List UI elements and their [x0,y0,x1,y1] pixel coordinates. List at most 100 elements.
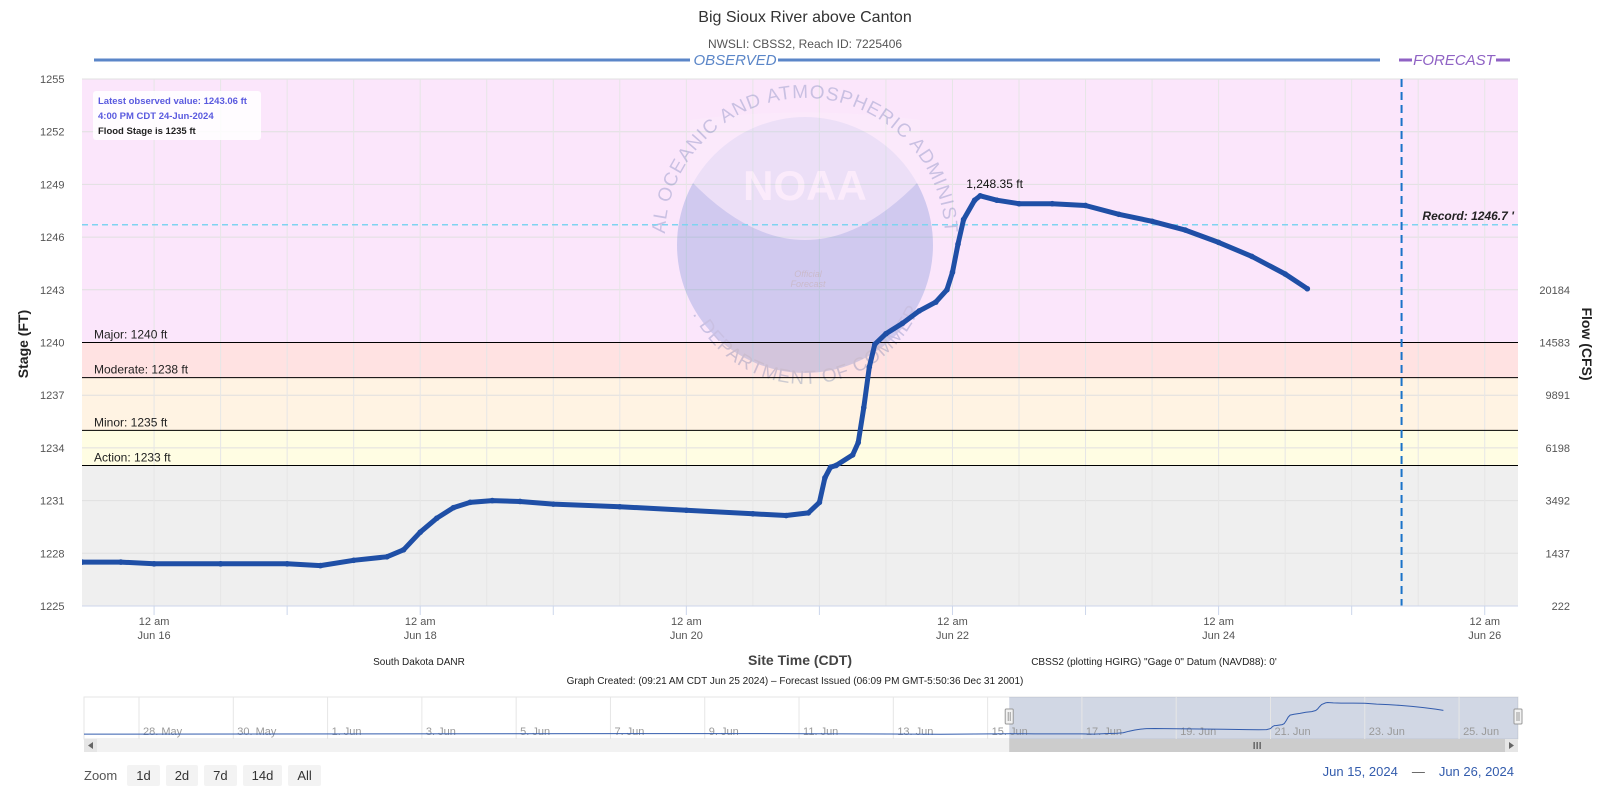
zoom-controls: Zoom 1d 2d 7d 14d All [84,763,321,787]
observed-point [816,499,823,506]
navigator-labels: 28. May 30. May 1. Jun 3. Jun 5. Jun 7. Jun 9.… [138,697,1499,739]
observed-point [151,561,157,567]
observed-point [944,287,950,293]
observed-point [971,197,978,204]
record-label: Record: 1246.7 ' [1422,209,1515,223]
flood-stage-lines: Major: 1240 ft Moderate: 1238 ft Minor: 12… [82,328,1518,466]
y-axis-left: 1225 1228 1231 1234 1237 1240 1243 1246 1249 1252… [40,74,64,613]
x-tick-label: 12 am [937,616,968,628]
range-separator: — [1411,764,1425,779]
observed-point [883,330,889,337]
observed-point [855,439,862,446]
navigator-right-handle[interactable] [1513,708,1523,725]
flood-label: Major: 1240 ft [94,328,168,342]
y-tick-label: 1255 [40,74,64,86]
navigator-date-label: 9. Jun [709,726,739,738]
navigator[interactable]: 28. May 30. May 1. Jun 3. Jun 5. Jun 7. Jun 9.… [83,696,1523,752]
created-credit: Graph Created: (09:21 AM CDT Jun 25 2024… [567,676,1024,687]
zone-major [82,342,1518,378]
observed-point [872,341,878,348]
observed-point [1016,200,1022,207]
zone-above-major [82,79,1518,343]
forecast-label: FORECAST [1413,52,1497,69]
y-tick-label: 1225 [40,601,64,613]
observed-point [450,504,457,511]
observed-point [1304,285,1311,292]
scroll-right-arrow-icon [1509,742,1514,749]
zoom-1d-button[interactable]: 1d [127,764,160,786]
navigator-date-label: 19. Jun [1180,726,1216,738]
observed-point [783,512,789,519]
y2-tick-label: 222 [1552,601,1570,613]
scroll-left-arrow-icon [88,742,93,749]
navigator-left-handle[interactable] [1004,708,1014,725]
peak-annotation: 1,248.35 ft [966,177,1023,191]
y-tick-label: 1246 [40,232,64,244]
observed-point [866,364,873,370]
observed-point [683,507,690,514]
source-credit: South Dakota DANR [373,657,465,668]
y-tick-label: 1240 [40,338,64,350]
flood-label: Minor: 1235 ft [94,415,168,429]
observed-point [949,269,956,276]
observed-point [849,452,856,458]
observed-point [860,404,867,411]
observed-label: OBSERVED [693,52,776,69]
observed-point [317,562,324,569]
observed-point [827,464,834,471]
observed-point [916,308,923,314]
observed-point [384,554,390,560]
observed-point [955,241,961,247]
observed-point [899,320,906,326]
flood-label: Moderate: 1238 ft [94,363,189,377]
observed-series [82,193,1311,569]
watermark-official: Official [794,269,823,279]
x-axis: 12 am Jun 16 12 am Jun 18 12 am Jun 20 12 am Ju… [82,605,1518,642]
zone-moderate [82,377,1518,431]
x-tick-label: Jun 22 [936,630,969,642]
zoom-2d-button[interactable]: 2d [165,764,199,786]
y2-axis-title: Flow (CFS) [1579,307,1595,380]
y2-tick-label: 9891 [1546,390,1570,402]
navigator-handles[interactable] [1004,708,1523,725]
observed-point [284,561,290,567]
navigator-selected-range[interactable] [1009,697,1518,739]
zoom-14d-button[interactable]: 14d [242,764,283,786]
navigator-selection[interactable] [1009,697,1518,739]
observed-point [977,193,983,199]
observed-point [118,559,124,565]
navigator-series [83,701,1444,735]
x-tick-label: 12 am [671,616,702,628]
observed-point [467,499,473,506]
watermark-forecast: Forecast [790,279,826,289]
observed-point [1116,211,1122,218]
zone-normal [82,465,1518,606]
observed-point [400,546,407,553]
navigator-date-label: 30. May [237,726,277,738]
y-tick-label: 1252 [40,127,64,139]
observed-point [489,497,496,504]
y-axis-title: Stage (FT) [15,310,31,378]
peak-label: 1,248.35 ft [966,177,1023,191]
observed-point [417,529,424,536]
x-tick-label: Jun 24 [1202,630,1235,642]
watermark-logo-text: NOAA [743,162,867,209]
zoom-all-button[interactable]: All [288,764,321,786]
observed-point [1082,202,1089,209]
chart-subtitle: NWSLI: CBSS2, Reach ID: 7225406 [708,37,902,51]
y2-tick-label: 1437 [1546,548,1570,560]
x-tick-label: 12 am [139,616,170,628]
observed-banner: OBSERVED [94,50,1380,69]
observed-point [617,503,623,510]
x-tick-label: Jun 20 [670,630,703,642]
observed-point [750,510,756,517]
navigator-date-label: 3. Jun [426,726,456,738]
range-from-input[interactable]: Jun 15, 2024 [1322,764,1398,779]
zoom-7d-button[interactable]: 7d [204,764,237,786]
forecast-banner: FORECAST [1399,50,1510,69]
range-to-input[interactable]: Jun 26, 2024 [1438,764,1514,779]
navigator-date-label: 11. Jun [803,726,838,738]
x-tick-label: 12 am [1469,616,1500,628]
datum-credit: CBSS2 (plotting HGIRG) "Gage 0" Datum (N… [1031,657,1277,668]
